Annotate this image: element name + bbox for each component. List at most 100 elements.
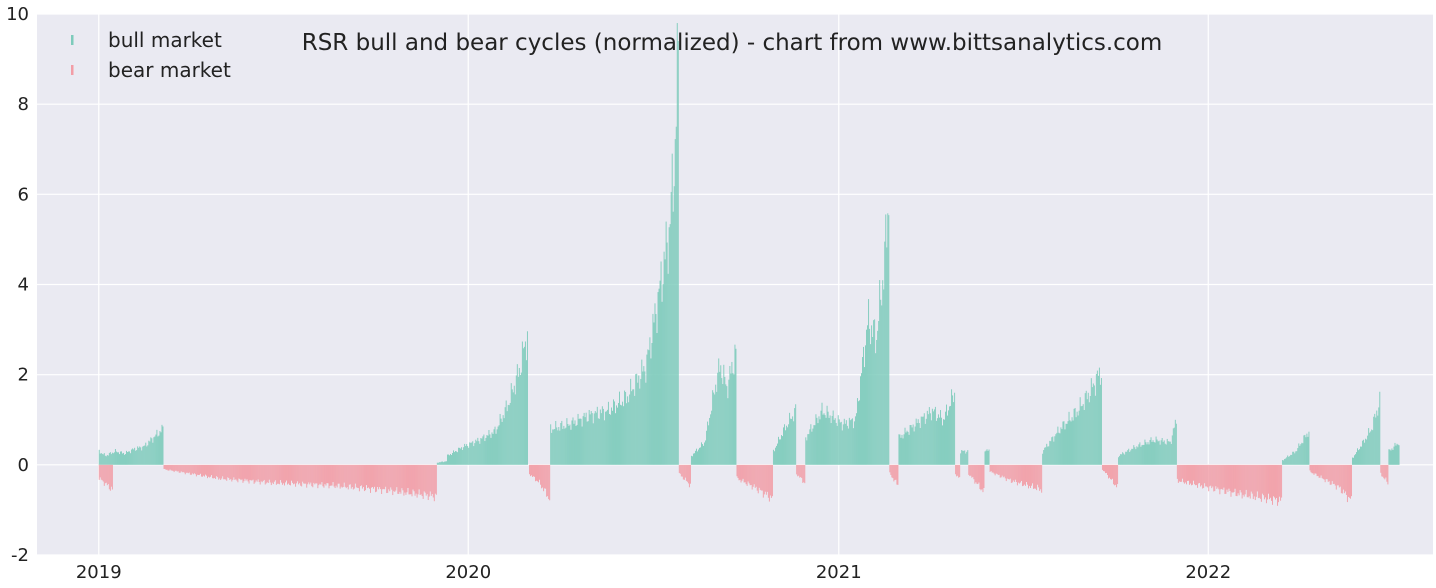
bear-bar (972, 464, 974, 477)
bull-bar (600, 413, 602, 465)
bear-bar (1386, 464, 1388, 482)
bull-bar (933, 409, 935, 465)
bull-bar (1092, 383, 1094, 465)
bear-bar (755, 464, 757, 487)
bear-bar (759, 464, 761, 490)
bear-bar (332, 464, 334, 483)
bull-bar (1091, 387, 1093, 465)
bull-bar (595, 412, 597, 465)
bull-bar (961, 450, 963, 465)
bull-bar (483, 434, 485, 465)
bear-bar (342, 464, 344, 487)
bear-bar (739, 464, 741, 480)
bull-bar (676, 23, 678, 465)
bull-bar (517, 376, 519, 465)
bull-bar (152, 442, 154, 465)
bear-bar (430, 464, 432, 496)
bull-bar (576, 424, 578, 465)
bear-bar (399, 464, 401, 492)
bull-bar (627, 396, 629, 465)
bear-bar (1107, 464, 1108, 476)
bear-bar (265, 464, 267, 484)
bull-bar (1070, 421, 1072, 465)
bear-bar (1185, 464, 1187, 485)
bear-bar (376, 464, 378, 492)
bull-bar (446, 454, 448, 465)
bull-bar (572, 417, 574, 465)
bull-bar (848, 417, 850, 465)
bull-bar (637, 382, 639, 465)
bear-bar (989, 464, 991, 472)
bear-bar (748, 464, 750, 484)
bull-bar (1146, 444, 1148, 465)
bull-bar (668, 227, 670, 465)
bear-bar (412, 464, 414, 490)
bull-bar (732, 373, 734, 465)
y-tick-label: 0 (18, 455, 29, 476)
bull-bar (1125, 451, 1127, 465)
bear-bar (1338, 464, 1340, 488)
bull-bar (581, 426, 583, 465)
bear-bar (214, 464, 216, 478)
bear-bar (768, 464, 770, 502)
bear-bar (321, 464, 323, 483)
bull-bar (838, 419, 840, 465)
bear-bar (282, 464, 284, 484)
bear-bar (1030, 464, 1032, 489)
bull-bar (106, 455, 108, 465)
bull-bar (1072, 420, 1074, 465)
bear-bar (1345, 464, 1347, 495)
bear-bar (231, 464, 233, 482)
bear-bar (1255, 464, 1257, 497)
bear-bar (742, 464, 744, 479)
bull-bar (522, 348, 524, 465)
bull-bar (473, 446, 475, 465)
bear-bar (373, 464, 375, 489)
bull-bar (855, 413, 857, 465)
bull-bar (633, 389, 635, 465)
bull-bar (516, 364, 518, 465)
bear-bar (207, 464, 208, 479)
bear-bar (544, 464, 546, 489)
bull-bar (518, 367, 520, 465)
bull-bar (704, 442, 706, 465)
bear-bar (297, 464, 299, 482)
legend: bull market bear market (71, 28, 231, 82)
bull-bar (946, 404, 947, 465)
bear-bar (320, 464, 322, 485)
bear-bar (801, 464, 803, 479)
bear-bar (1197, 464, 1199, 488)
bear-bar (330, 464, 332, 486)
bear-bar (1010, 464, 1012, 483)
bull-bar (1160, 440, 1162, 465)
bull-bar (962, 450, 964, 465)
bull-bar (663, 251, 665, 465)
bull-bar (1142, 444, 1144, 465)
bull-bar (1080, 406, 1082, 465)
bull-bar (484, 441, 486, 465)
bear-bar (1001, 464, 1003, 476)
bear-bar (1035, 464, 1037, 489)
bull-bar (568, 425, 570, 465)
bull-bar (807, 434, 809, 465)
bear-bar (196, 464, 198, 475)
bull-bar (636, 373, 638, 465)
bear-bar (235, 464, 237, 480)
bear-bar (1196, 464, 1198, 486)
bull-bar (512, 392, 514, 465)
bull-bar (587, 421, 589, 465)
bear-bar (109, 464, 111, 491)
bear-bar (227, 464, 229, 478)
bull-bar (456, 451, 458, 465)
bear-bar (1189, 464, 1190, 485)
bear-bar (305, 464, 307, 484)
bear-bar (262, 464, 264, 481)
bear-bar (336, 464, 338, 488)
bear-bar (1178, 464, 1180, 482)
bear-bar (765, 464, 767, 495)
bear-bar (798, 464, 800, 476)
bear-bar (736, 464, 738, 477)
bear-bar (536, 464, 537, 481)
bull-bar (610, 407, 612, 465)
bull-bar (1168, 441, 1170, 465)
